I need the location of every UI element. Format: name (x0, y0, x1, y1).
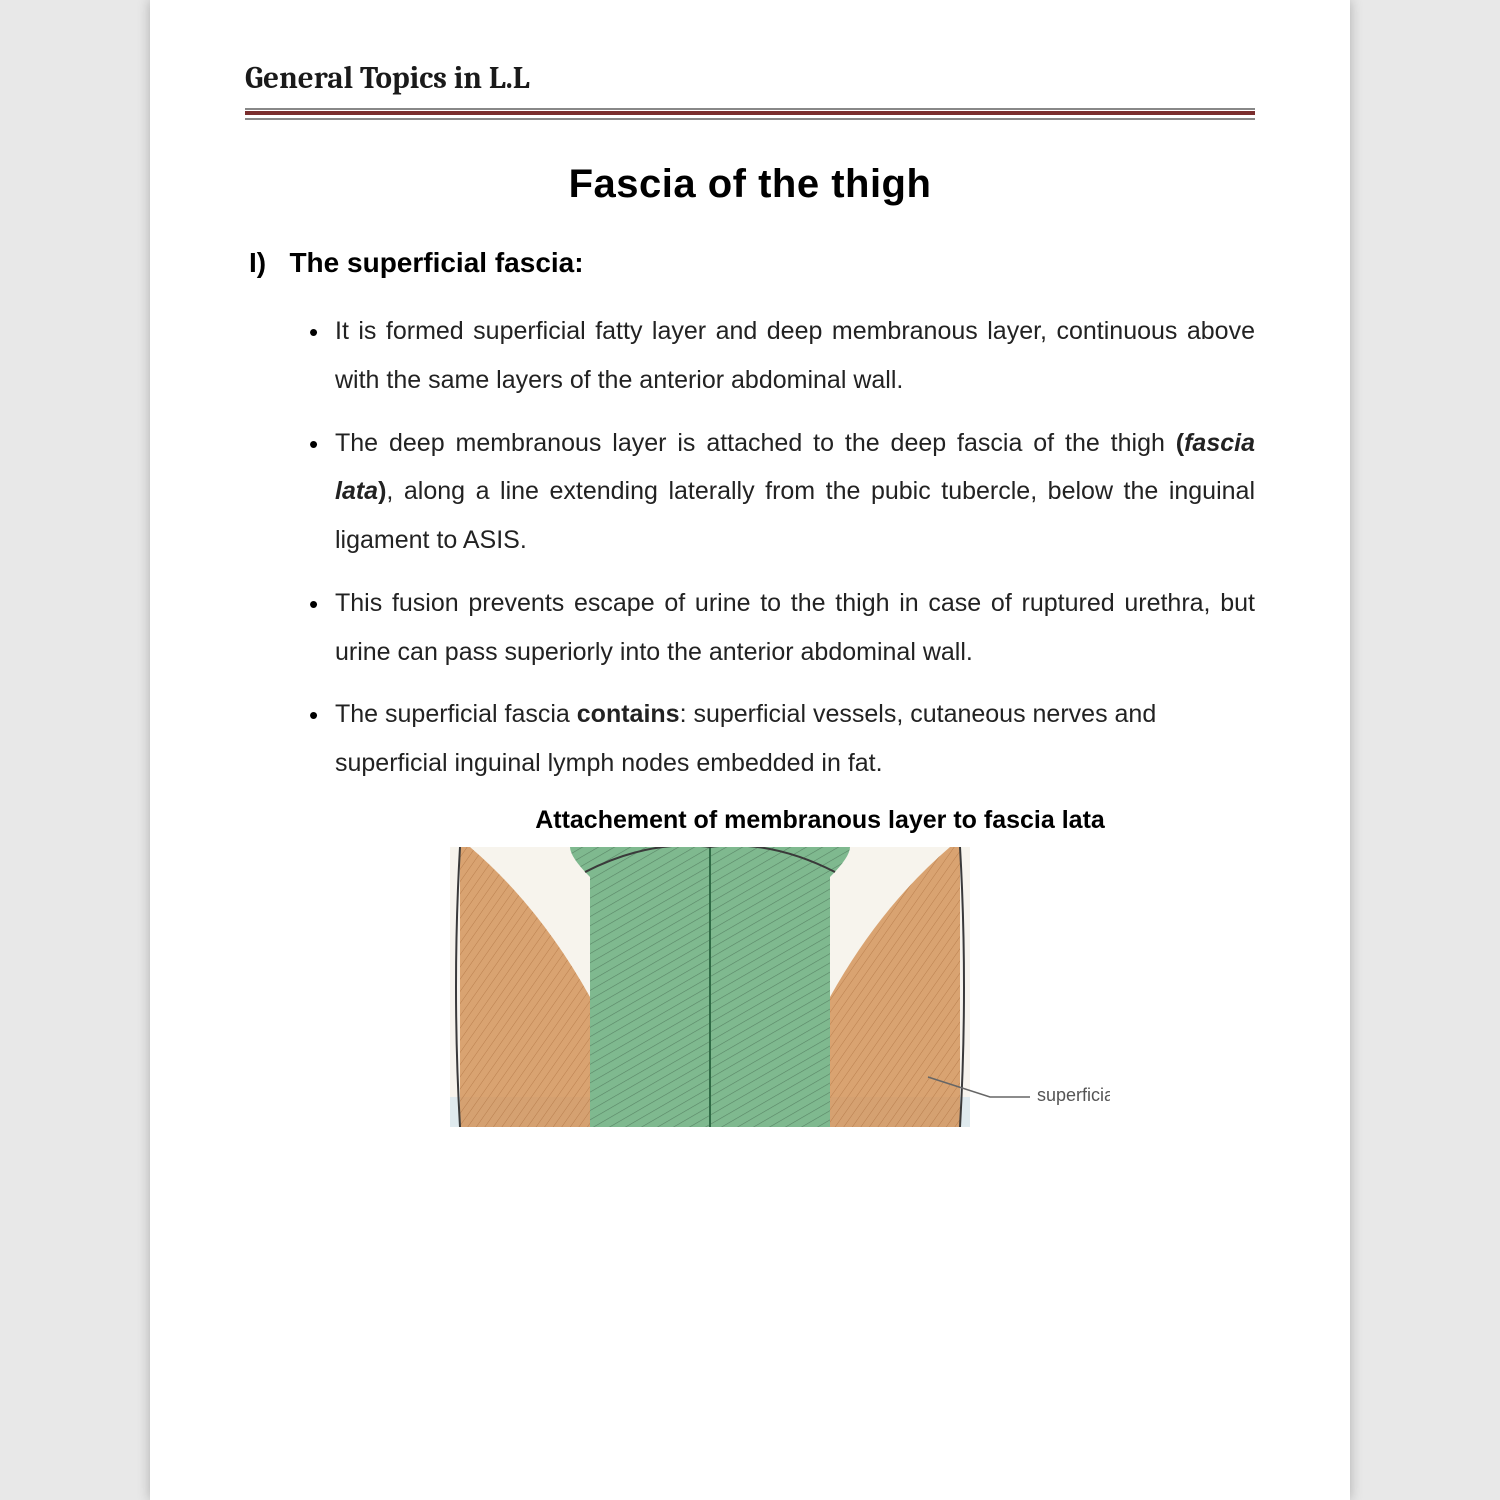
page-header: General Topics in L.L (245, 60, 1255, 106)
section-heading-text: The superficial fascia: (289, 247, 583, 278)
bullet-item: This fusion prevents escape of urine to … (309, 579, 1255, 677)
header-rule (245, 108, 1255, 120)
page-title: Fascia of the thigh (245, 162, 1255, 207)
text-run: This fusion prevents escape of urine to … (335, 589, 1255, 666)
text-run: The deep membranous layer is attached to… (335, 429, 1176, 457)
figure-svg (390, 847, 1110, 1127)
bullet-item: It is formed superficial fatty layer and… (309, 307, 1255, 405)
bullet-item: The deep membranous layer is attached to… (309, 419, 1255, 565)
document-page: General Topics in L.L Fascia of the thig… (150, 0, 1350, 1500)
figure-caption: Attachement of membranous layer to fasci… (385, 806, 1255, 835)
figure-label-superficial-fascia: superficial fascia (1037, 1085, 1110, 1106)
text-run: contains (577, 700, 680, 728)
bullet-list: It is formed superficial fatty layer and… (245, 307, 1255, 788)
anatomical-figure: superficial fascia (390, 847, 1110, 1127)
text-run: The superficial fascia (335, 700, 577, 728)
text-run: , along a line extending laterally from … (335, 477, 1255, 554)
text-run: ( (1176, 429, 1184, 457)
section-number: I) (249, 247, 266, 278)
text-run: It is formed superficial fatty layer and… (335, 317, 1255, 394)
bullet-item: The superficial fascia contains: superfi… (309, 690, 1255, 788)
section-heading: I) The superficial fascia: (249, 247, 1255, 279)
